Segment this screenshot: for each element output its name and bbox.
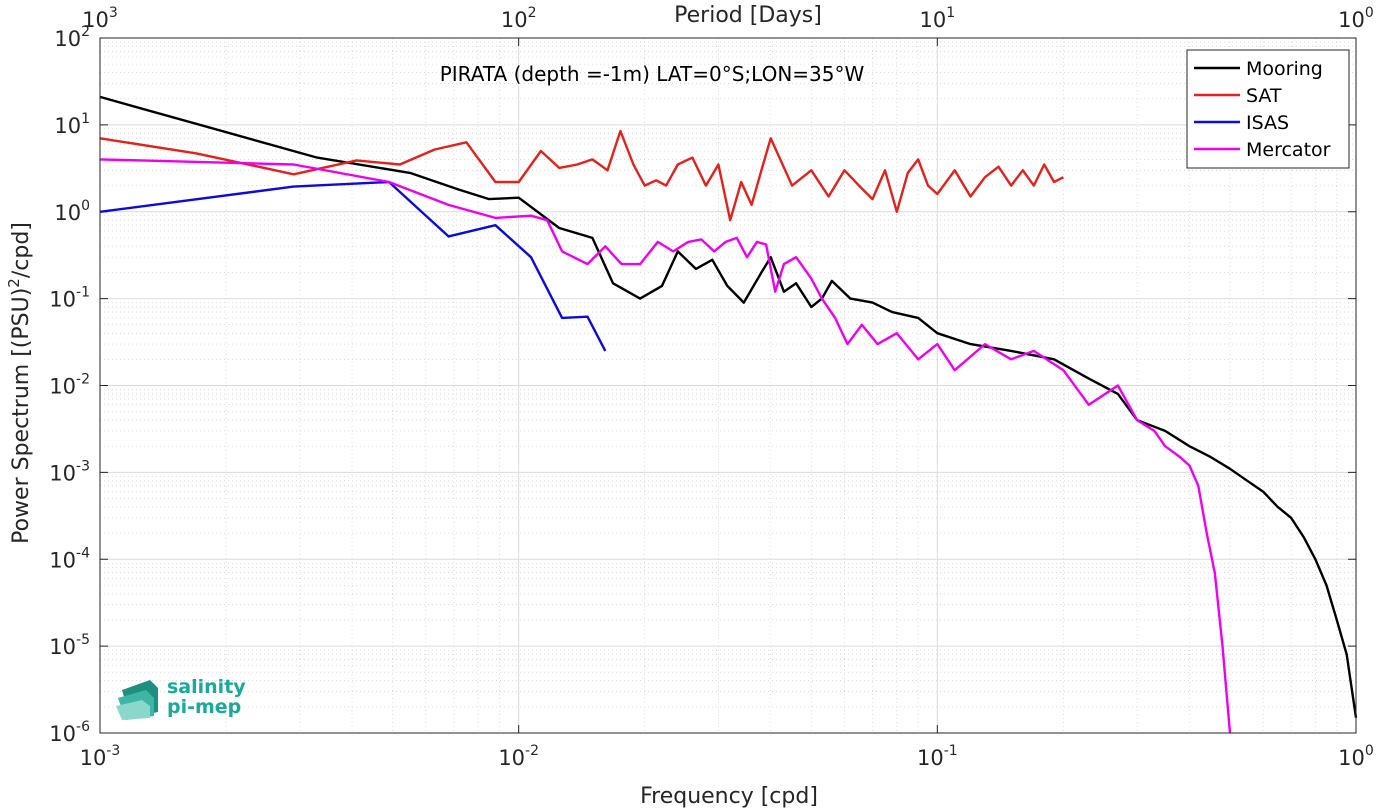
series-line-isas [99,180,607,352]
logo-line2: pi-mep [167,696,241,718]
x-tick-label: 10-1 [917,743,958,770]
y-tick-label: 10-4 [49,545,90,572]
top-tick-label: 102 [501,5,537,32]
y-tick-label: 10-5 [49,632,90,659]
y-axis-label-sup: 2 [5,278,23,288]
x-tick-label: 10-2 [498,743,539,770]
y-tick-label-exponent: 2 [81,24,90,40]
x-tick-label: 10-3 [80,743,121,770]
top-axis-label: Period [Days] [674,3,822,28]
y-tick-label: 102 [54,24,90,51]
y-tick-label-exponent: 0 [81,198,90,214]
top-tick-label-exponent: 3 [109,5,118,21]
y-tick-label-exponent: -2 [76,372,90,388]
top-tick-label-exponent: 1 [946,5,955,21]
series-line-sat [99,129,1064,222]
legend: Mooring SAT ISAS Mercator [1186,49,1350,169]
x-tick-label: 100 [1338,743,1374,770]
y-tick-label: 10-2 [49,372,90,399]
x-axis-label: Frequency [cpd] [640,784,818,809]
top-tick-label-exponent: 2 [528,5,537,21]
x-tick-label-exponent: -3 [106,743,120,759]
series-line-mooring [99,95,1358,718]
y-tick-label-exponent: -1 [76,285,90,301]
x-tick-label-exponent: -1 [944,743,958,759]
top-tick-label-base: 10 [82,8,109,32]
y-tick-label-exponent: -4 [76,545,90,561]
y-tick-label-base: 10 [49,288,76,312]
y-tick-label-base: 10 [49,548,76,572]
y-tick-label-base: 10 [49,635,76,659]
top-tick-label-base: 10 [1338,8,1365,32]
legend-label-isas: ISAS [1246,112,1289,134]
y-axis-label-tail: /cpd] [9,222,34,278]
y-tick-label: 10-6 [49,719,90,746]
y-axis-label: Power Spectrum [(PSU)2/cpd] [5,222,34,544]
logo-line1: salinity [167,676,246,698]
y-tick-label-base: 10 [49,722,76,746]
y-tick-label-base: 10 [49,461,76,485]
y-axis-label-main: Power Spectrum [(PSU) [9,288,34,544]
y-tick-label-base: 10 [54,27,81,51]
top-tick-label: 101 [920,5,956,32]
salinity-pi-mep-logo: salinity pi-mep [116,676,246,720]
y-tick-label: 100 [54,198,90,225]
top-tick-label-base: 10 [501,8,528,32]
y-tick-label-base: 10 [54,201,81,225]
y-tick-label-exponent: -5 [76,632,90,648]
ticks-layer [99,37,1357,734]
top-tick-label: 103 [82,5,118,32]
series-layer [99,95,1358,734]
legend-label-sat: SAT [1246,85,1282,107]
series-line-mercator [99,158,1232,734]
y-tick-label: 10-1 [49,285,90,312]
x-tick-label-base: 10 [1338,746,1365,770]
y-tick-label-exponent: 1 [81,111,90,127]
minor-grid [100,38,1356,733]
top-tick-label-exponent: 0 [1365,5,1374,21]
y-tick-label-base: 10 [49,375,76,399]
x-tick-label-base: 10 [917,746,944,770]
x-tick-label-base: 10 [498,746,525,770]
legend-label-mooring: Mooring [1246,58,1323,80]
logo-mark-icon [116,680,158,720]
top-tick-label-base: 10 [920,8,947,32]
chart-title: PIRATA (depth =-1m) LAT=0°S;LON=35°W [440,62,865,86]
top-tick-label: 100 [1338,5,1374,32]
x-tick-label-base: 10 [80,746,107,770]
y-tick-label-exponent: -3 [76,458,90,474]
y-tick-label-base: 10 [54,114,81,138]
x-tick-label-exponent: -2 [525,743,539,759]
x-tick-label-exponent: 0 [1365,743,1374,759]
y-tick-label: 101 [54,111,90,138]
legend-label-mercator: Mercator [1246,139,1331,161]
y-tick-label-exponent: -6 [76,719,90,735]
y-tick-label: 10-3 [49,458,90,485]
